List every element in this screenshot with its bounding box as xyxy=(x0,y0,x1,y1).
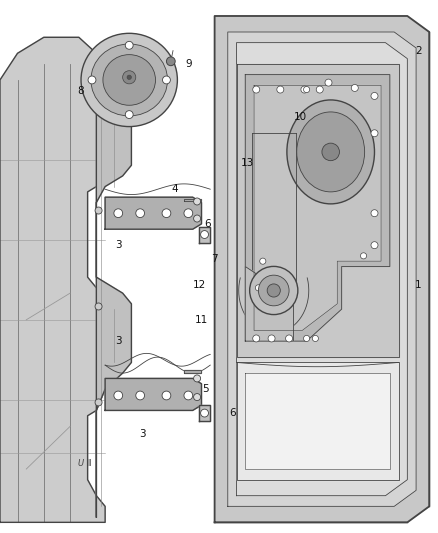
Circle shape xyxy=(351,84,358,92)
Circle shape xyxy=(95,399,102,406)
Circle shape xyxy=(360,253,367,259)
Circle shape xyxy=(88,76,96,84)
Circle shape xyxy=(253,335,260,342)
Text: 8: 8 xyxy=(78,86,85,95)
Ellipse shape xyxy=(103,55,155,106)
Circle shape xyxy=(162,209,171,217)
Circle shape xyxy=(114,391,123,400)
Polygon shape xyxy=(96,64,131,517)
Circle shape xyxy=(136,209,145,217)
Text: 11: 11 xyxy=(195,315,208,325)
Polygon shape xyxy=(245,266,293,341)
Polygon shape xyxy=(215,16,429,522)
Circle shape xyxy=(371,209,378,217)
Circle shape xyxy=(301,86,308,93)
Polygon shape xyxy=(245,75,390,341)
Circle shape xyxy=(136,391,145,400)
Ellipse shape xyxy=(297,112,364,192)
Text: 6: 6 xyxy=(229,408,236,418)
Circle shape xyxy=(316,86,323,93)
Circle shape xyxy=(253,86,260,93)
Circle shape xyxy=(260,258,266,264)
Circle shape xyxy=(127,75,131,79)
Circle shape xyxy=(184,391,193,400)
Polygon shape xyxy=(199,227,210,243)
Text: 4: 4 xyxy=(172,184,179,194)
Polygon shape xyxy=(237,43,407,496)
Ellipse shape xyxy=(81,33,177,126)
Polygon shape xyxy=(228,32,416,506)
Circle shape xyxy=(166,57,175,66)
Ellipse shape xyxy=(287,100,374,204)
Circle shape xyxy=(125,111,133,118)
Circle shape xyxy=(267,284,280,297)
Circle shape xyxy=(194,375,201,382)
Text: 7: 7 xyxy=(211,254,218,263)
Circle shape xyxy=(255,285,261,291)
Circle shape xyxy=(194,393,201,401)
Polygon shape xyxy=(245,373,390,469)
Circle shape xyxy=(304,335,310,342)
Circle shape xyxy=(201,231,208,238)
Circle shape xyxy=(114,209,123,217)
Polygon shape xyxy=(0,37,105,522)
Circle shape xyxy=(95,207,102,214)
Polygon shape xyxy=(184,199,201,201)
Circle shape xyxy=(258,275,289,306)
Polygon shape xyxy=(184,370,201,373)
Polygon shape xyxy=(105,197,201,229)
Text: 3: 3 xyxy=(115,240,122,250)
Circle shape xyxy=(201,409,208,417)
Polygon shape xyxy=(105,378,201,410)
Circle shape xyxy=(184,209,193,217)
Circle shape xyxy=(371,241,378,249)
Circle shape xyxy=(162,391,171,400)
Circle shape xyxy=(304,86,310,93)
Circle shape xyxy=(194,198,201,205)
Text: 5: 5 xyxy=(202,384,209,394)
Polygon shape xyxy=(199,405,210,421)
Text: U: U xyxy=(78,459,84,468)
Polygon shape xyxy=(237,362,399,480)
Text: 12: 12 xyxy=(193,280,206,290)
Text: 10: 10 xyxy=(293,112,307,122)
Text: 1: 1 xyxy=(415,280,422,290)
Circle shape xyxy=(95,303,102,310)
Circle shape xyxy=(286,335,293,342)
Text: II: II xyxy=(88,459,92,468)
Ellipse shape xyxy=(91,44,167,116)
Circle shape xyxy=(194,215,201,222)
Circle shape xyxy=(312,335,318,342)
Circle shape xyxy=(277,86,284,93)
Polygon shape xyxy=(237,64,399,357)
Circle shape xyxy=(371,92,378,100)
Circle shape xyxy=(123,71,136,84)
Text: 3: 3 xyxy=(115,336,122,346)
Text: 9: 9 xyxy=(185,59,192,69)
Circle shape xyxy=(371,130,378,137)
Circle shape xyxy=(162,76,170,84)
Circle shape xyxy=(268,335,275,342)
Polygon shape xyxy=(254,85,381,330)
Circle shape xyxy=(325,79,332,86)
Circle shape xyxy=(250,266,298,314)
Circle shape xyxy=(322,143,339,160)
Text: 2: 2 xyxy=(415,46,422,55)
Text: 13: 13 xyxy=(241,158,254,167)
Text: 6: 6 xyxy=(205,219,212,229)
Text: 3: 3 xyxy=(139,430,146,439)
Circle shape xyxy=(125,42,133,49)
